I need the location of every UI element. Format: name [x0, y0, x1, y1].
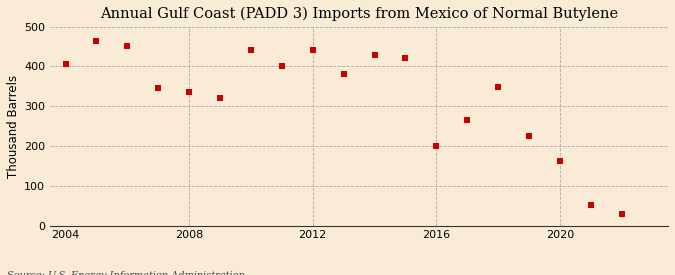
Point: [215, 96, 225, 100]
Point: [277, 64, 288, 69]
Point: [60, 62, 71, 67]
Point: [493, 85, 504, 89]
Point: [462, 118, 472, 122]
Point: [122, 44, 133, 48]
Title: Annual Gulf Coast (PADD 3) Imports from Mexico of Normal Butylene: Annual Gulf Coast (PADD 3) Imports from …: [100, 7, 618, 21]
Y-axis label: Thousand Barrels: Thousand Barrels: [7, 75, 20, 178]
Point: [184, 90, 194, 94]
Point: [524, 134, 535, 138]
Point: [400, 56, 411, 60]
Point: [246, 48, 256, 52]
Point: [369, 53, 380, 57]
Point: [338, 72, 349, 76]
Point: [307, 48, 318, 52]
Point: [555, 159, 566, 163]
Point: [91, 39, 102, 43]
Point: [431, 144, 441, 148]
Point: [153, 86, 163, 90]
Point: [616, 212, 627, 217]
Text: Source: U.S. Energy Information Administration: Source: U.S. Energy Information Administ…: [7, 271, 244, 275]
Point: [585, 203, 596, 207]
